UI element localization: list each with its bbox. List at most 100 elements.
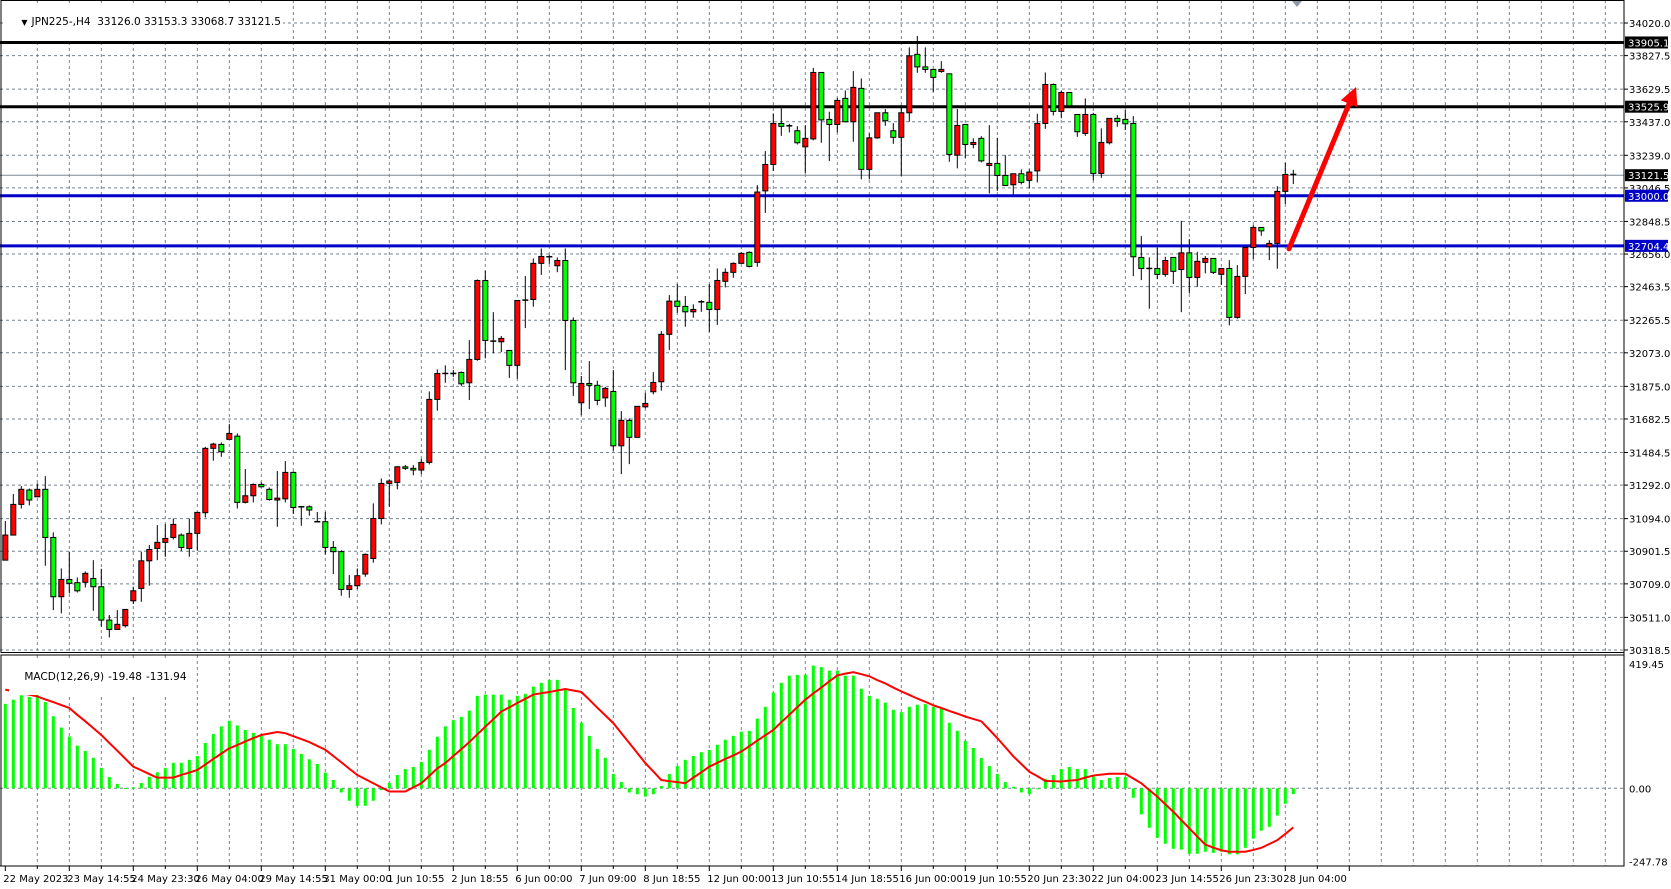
candle-body-bear	[178, 534, 185, 548]
dropdown-triangle-icon[interactable]: ▼	[21, 18, 28, 27]
macd-histogram-bar	[131, 787, 135, 789]
macd-histogram-bar	[987, 766, 991, 789]
macd-histogram-bar	[331, 780, 335, 789]
macd-histogram-bar	[1011, 786, 1015, 789]
candle-body-bull	[1250, 226, 1257, 248]
arrow-head[interactable]	[1340, 87, 1358, 108]
macd-histogram-bar	[1035, 788, 1039, 790]
macd-histogram-bar	[1283, 788, 1287, 804]
macd-histogram-bar	[1107, 777, 1111, 789]
candle	[1274, 186, 1281, 269]
candle	[1090, 112, 1097, 181]
price-axis-label: 31292.0	[1629, 481, 1670, 492]
candle	[938, 61, 945, 73]
candle	[418, 458, 425, 475]
macd-histogram-bar	[691, 755, 695, 789]
macd-histogram-bar	[1267, 788, 1271, 827]
candle-body-bull	[282, 471, 289, 500]
macd-histogram-bar	[643, 788, 647, 797]
candle-body-bull	[1106, 117, 1113, 144]
macd-histogram-bar	[475, 695, 479, 789]
macd-histogram-bar	[75, 745, 79, 789]
macd-histogram-bar	[67, 736, 71, 789]
macd-histogram-bar	[627, 788, 631, 793]
macd-histogram-bar	[195, 755, 199, 789]
candle-body-bull	[274, 497, 281, 501]
candle	[162, 524, 169, 557]
price-axis-label: 32073.0	[1629, 349, 1670, 360]
candle-body-bear	[562, 259, 569, 321]
candle	[378, 478, 385, 525]
macd-histogram-bar	[3, 703, 7, 789]
time-axis-label: 19 Jun 10:55	[963, 874, 1027, 885]
candle	[1026, 169, 1033, 189]
ohlc-close: 33121.5	[237, 16, 281, 28]
candle-body-bull	[530, 262, 537, 300]
macd-histogram-bar	[803, 674, 807, 789]
time-axis-label: 22 May 2023	[3, 874, 68, 885]
macd-signal-line	[5, 671, 1294, 853]
candle-body-bull	[418, 461, 425, 471]
ohlc-low: 33068.7	[190, 16, 235, 28]
macd-histogram-bar	[243, 729, 247, 789]
candle-body-bear	[266, 488, 273, 500]
macd-histogram-bar	[507, 699, 511, 789]
candle	[594, 380, 601, 406]
macd-histogram-bar	[675, 766, 679, 789]
macd-histogram-bar	[979, 758, 983, 789]
macd-histogram-bar	[1019, 788, 1023, 793]
candle	[74, 577, 81, 593]
candle	[498, 336, 505, 353]
candle	[186, 518, 193, 557]
time-axis-label: 6 Jun 00:00	[515, 874, 572, 885]
macd-histogram-bar	[971, 747, 975, 789]
candle	[802, 125, 809, 174]
candle	[2, 521, 9, 561]
candle-body-bear	[922, 66, 929, 70]
candle	[1050, 83, 1057, 116]
candle	[1114, 115, 1121, 127]
candle	[898, 105, 905, 176]
candle-body-bear	[402, 466, 409, 469]
candle	[226, 424, 233, 440]
annotations[interactable]	[1286, 1, 1358, 252]
candle	[834, 97, 841, 133]
candle	[578, 376, 585, 416]
macd-histogram-bar	[1155, 788, 1159, 838]
macd-histogram-bar	[747, 730, 751, 789]
candle-body-bull	[578, 382, 585, 404]
ohlc-open: 33126.0	[97, 16, 141, 28]
candle-body-bear	[98, 586, 105, 621]
candle-body-bull	[1082, 113, 1089, 134]
macd-histogram-bar	[1235, 788, 1239, 855]
macd-histogram-bar	[307, 759, 311, 789]
candle	[362, 553, 369, 577]
candle-body-bear	[74, 582, 81, 592]
macd-histogram-bar	[115, 783, 119, 789]
macd-histogram-bar	[1115, 777, 1119, 789]
price-axis-label: 32265.5	[1629, 316, 1670, 327]
price-axis-label: 33827.5	[1629, 52, 1670, 63]
candle	[474, 279, 481, 361]
candle-body-bull	[938, 68, 945, 72]
candle-body-bull	[1162, 259, 1169, 275]
candle	[1186, 239, 1193, 294]
candle-body-bear	[50, 536, 57, 598]
macd-histogram-bar	[283, 744, 287, 789]
chart-shift-marker-icon[interactable]	[1292, 1, 1302, 7]
candle	[170, 518, 177, 540]
time-axis-label: 14 Jun 18:55	[835, 874, 899, 885]
price-axis-label: 31094.0	[1629, 515, 1670, 526]
macd-main-value: -19.48	[108, 671, 142, 683]
arrow-up-icon[interactable]	[1286, 101, 1352, 252]
time-axis-label: 1 Jun 10:55	[387, 874, 444, 885]
macd-histogram-bar	[539, 682, 543, 789]
macd-histogram-bar	[843, 675, 847, 789]
candle-body-bull	[1242, 246, 1249, 277]
candle-body-bear	[1210, 257, 1217, 273]
macd-histogram-bar	[763, 706, 767, 789]
macd-histogram-bar	[483, 694, 487, 789]
price-axis-label: 33046.5	[1629, 184, 1670, 195]
